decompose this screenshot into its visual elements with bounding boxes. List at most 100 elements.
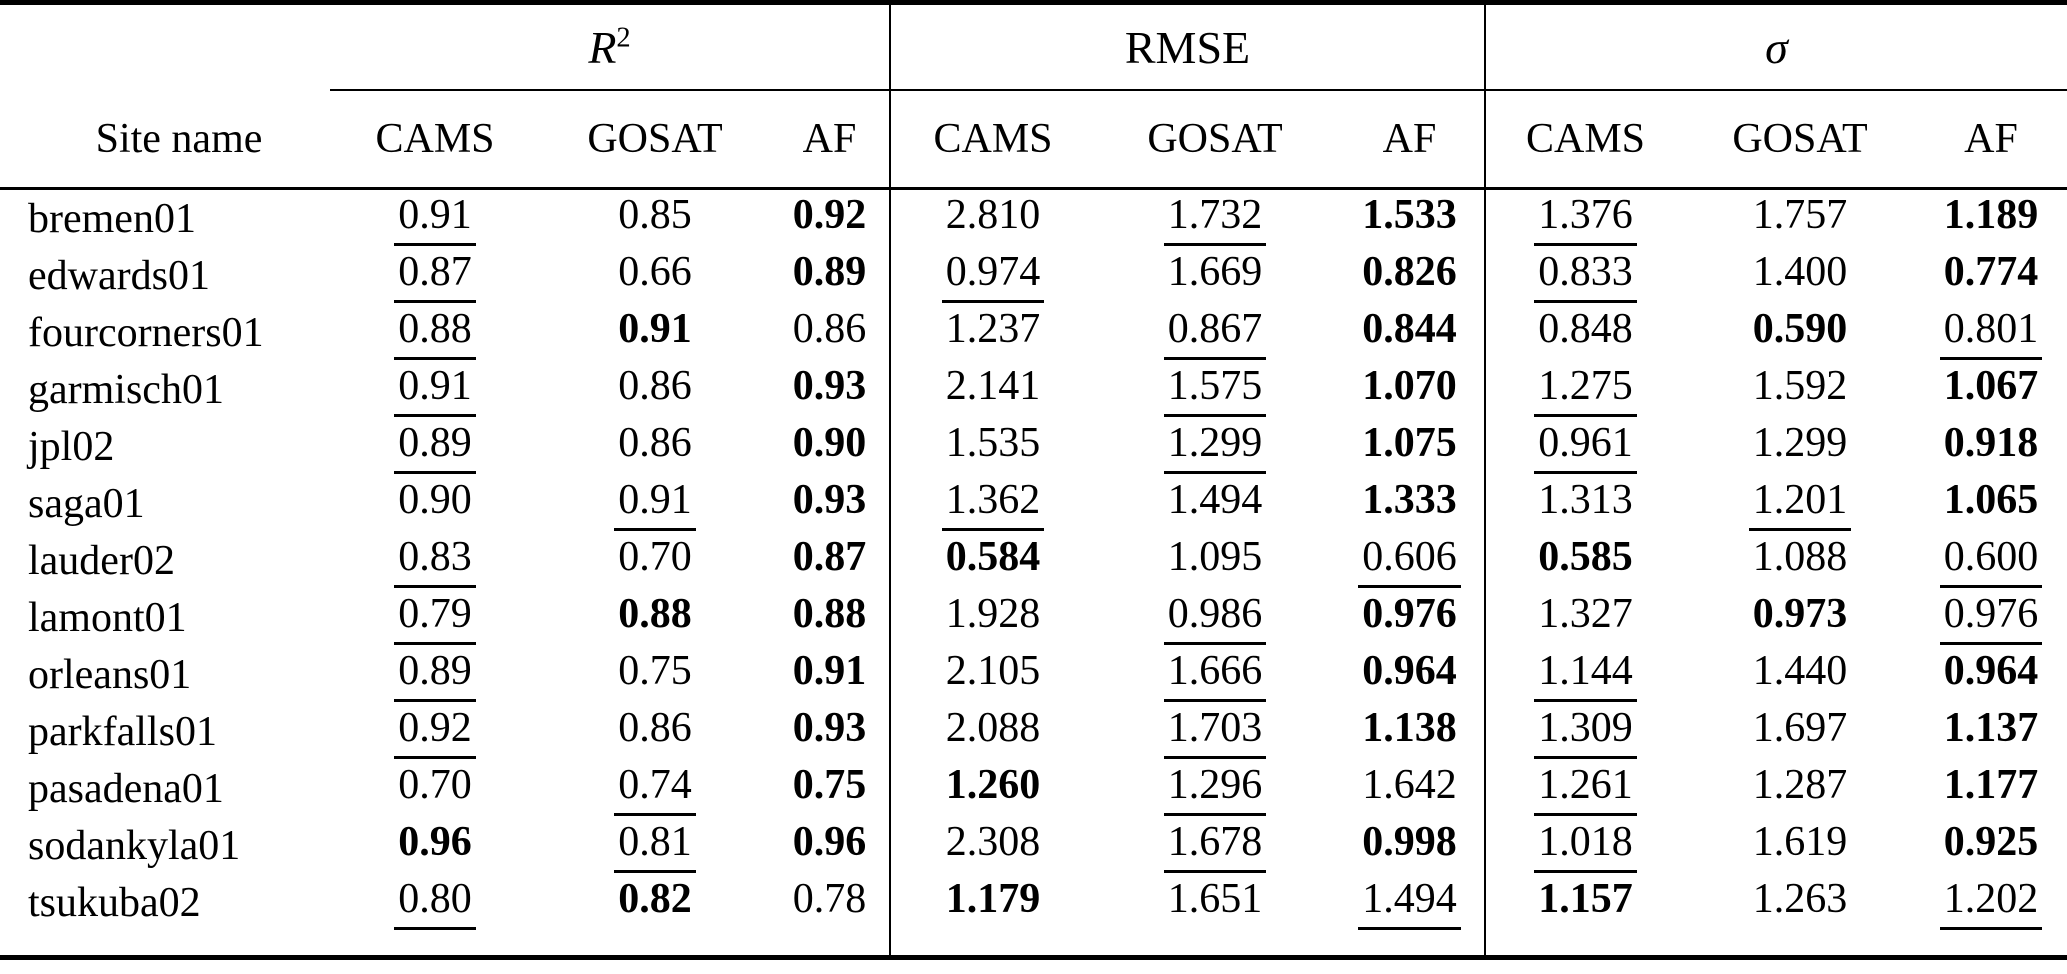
cell-rmse-cams: 2.088 — [889, 703, 1096, 760]
table-row: edwards01 0.87 0.66 0.89 0.974 1.669 0.826 0.83… — [0, 247, 2067, 304]
cell-r2-af: 0.96 — [770, 817, 890, 874]
value: 1.065 — [1943, 477, 2039, 524]
cell-rmse-gosat: 1.678 — [1095, 817, 1335, 874]
cell-r2-cams: 0.79 — [330, 589, 540, 646]
value: 0.974 — [941, 250, 1045, 303]
table-row: fourcorners01 0.88 0.91 0.86 1.237 0.867 0.844… — [0, 304, 2067, 361]
value: 1.703 — [1163, 706, 1267, 759]
value: 1.263 — [1752, 876, 1848, 923]
value: 0.91 — [618, 306, 692, 353]
cell-r2-cams: 0.87 — [330, 247, 540, 304]
value: 1.494 — [1167, 477, 1263, 524]
value: 0.976 — [1362, 591, 1457, 638]
cell-rmse-af: 1.070 — [1335, 361, 1485, 418]
table-row: tsukuba02 0.80 0.82 0.78 1.179 1.651 1.494 1.15… — [0, 874, 2067, 958]
value: 1.070 — [1362, 363, 1457, 410]
cell-rmse-af: 1.494 — [1335, 874, 1485, 958]
value: 0.83 — [394, 535, 476, 588]
header-sigma-gosat: GOSAT — [1685, 90, 1916, 190]
value: 1.299 — [1752, 420, 1848, 467]
value: 1.202 — [1939, 877, 2043, 930]
cell-sigma-af: 0.964 — [1915, 646, 2067, 703]
site-name: orleans01 — [28, 651, 192, 698]
value: 2.308 — [945, 819, 1041, 866]
value: 0.74 — [614, 763, 696, 816]
header-sigma-af: AF — [1915, 90, 2067, 190]
value: 0.86 — [792, 306, 867, 353]
cell-r2-af: 0.75 — [770, 760, 890, 817]
cell-rmse-gosat: 1.703 — [1095, 703, 1335, 760]
value: 0.93 — [792, 477, 867, 524]
value: 0.833 — [1534, 250, 1637, 303]
cell-r2-af: 0.91 — [770, 646, 890, 703]
value: 1.088 — [1752, 534, 1848, 581]
cell-sigma-gosat: 1.757 — [1685, 189, 1915, 248]
cell-sigma-af: 1.137 — [1915, 703, 2067, 760]
cell-rmse-af: 0.976 — [1335, 589, 1485, 646]
cell-sigma-gosat: 1.201 — [1685, 475, 1915, 532]
header-r2-cams: CAMS — [330, 90, 540, 190]
cell-rmse-gosat: 1.651 — [1095, 874, 1335, 958]
value: 0.92 — [394, 706, 476, 759]
cell-r2-af: 0.90 — [770, 418, 890, 475]
value: 1.201 — [1748, 478, 1852, 531]
value: 0.986 — [1163, 592, 1267, 645]
cell-r2-gosat: 0.85 — [540, 189, 770, 248]
table-row: sodankyla01 0.96 0.81 0.96 2.308 1.678 0.998 1.… — [0, 817, 2067, 874]
value: 1.651 — [1167, 876, 1263, 923]
cell-r2-cams: 0.89 — [330, 418, 540, 475]
cell-rmse-af: 0.844 — [1335, 304, 1485, 361]
cell-rmse-gosat: 1.494 — [1095, 475, 1335, 532]
value: 0.91 — [394, 193, 476, 246]
cell-sigma-gosat: 1.592 — [1685, 361, 1915, 418]
header-r2-gosat: GOSAT — [540, 90, 770, 190]
cell-sigma-gosat: 0.590 — [1685, 304, 1915, 361]
cell-rmse-cams: 0.974 — [889, 247, 1096, 304]
value: 0.976 — [1939, 592, 2043, 645]
table-row: orleans01 0.89 0.75 0.91 2.105 1.666 0.964 1.14… — [0, 646, 2067, 703]
header-rmse-af: AF — [1335, 90, 1486, 190]
value: 0.89 — [394, 649, 476, 702]
value: 1.177 — [1943, 762, 2039, 809]
cell-rmse-gosat: 1.669 — [1095, 247, 1335, 304]
cell-r2-cams: 0.70 — [330, 760, 540, 817]
cell-r2-af: 0.93 — [770, 475, 890, 532]
cell-sigma-gosat: 1.287 — [1685, 760, 1915, 817]
value: 1.296 — [1163, 763, 1267, 816]
value: 0.89 — [394, 421, 476, 474]
value: 1.189 — [1943, 192, 2039, 239]
value: 0.86 — [618, 705, 692, 752]
cell-rmse-af: 0.964 — [1335, 646, 1485, 703]
value: 0.66 — [618, 249, 692, 296]
column-header-row: Site name CAMS GOSAT AF CAMS GOSAT AF CA… — [0, 90, 2067, 190]
cell-rmse-cams: 1.362 — [889, 475, 1096, 532]
value: 1.678 — [1163, 820, 1267, 873]
value: 0.78 — [792, 876, 867, 923]
value: 0.801 — [1939, 307, 2043, 360]
table-row: parkfalls01 0.92 0.86 0.93 2.088 1.703 1.138 1.… — [0, 703, 2067, 760]
cell-sigma-gosat: 1.400 — [1685, 247, 1915, 304]
value: 1.757 — [1752, 192, 1848, 239]
cell-sigma-cams: 1.275 — [1484, 361, 1686, 418]
table-row: pasadena01 0.70 0.74 0.75 1.260 1.296 1.642 1.2… — [0, 760, 2067, 817]
value: 0.85 — [618, 192, 692, 239]
value: 0.964 — [1943, 648, 2039, 695]
value: 1.697 — [1752, 705, 1848, 752]
cell-rmse-gosat: 1.299 — [1095, 418, 1335, 475]
r2-label: R — [588, 21, 617, 73]
table-row: jpl02 0.89 0.86 0.90 1.535 1.299 1.075 0.961 1.2… — [0, 418, 2067, 475]
site-name: bremen01 — [28, 195, 196, 242]
group-header-rmse: RMSE — [889, 2, 1486, 91]
value: 1.376 — [1534, 193, 1637, 246]
cell-r2-gosat: 0.86 — [540, 361, 770, 418]
value: 0.75 — [792, 762, 867, 809]
value: 0.92 — [792, 192, 867, 239]
cell-sigma-af: 1.202 — [1915, 874, 2067, 958]
value: 0.87 — [792, 534, 867, 581]
site-header-spacer — [0, 3, 330, 91]
cell-r2-cams: 0.91 — [330, 189, 540, 248]
cell-sigma-cams: 1.313 — [1484, 475, 1686, 532]
cell-sigma-af: 1.177 — [1915, 760, 2067, 817]
cell-rmse-cams: 1.179 — [889, 874, 1096, 958]
value: 1.928 — [945, 591, 1041, 638]
